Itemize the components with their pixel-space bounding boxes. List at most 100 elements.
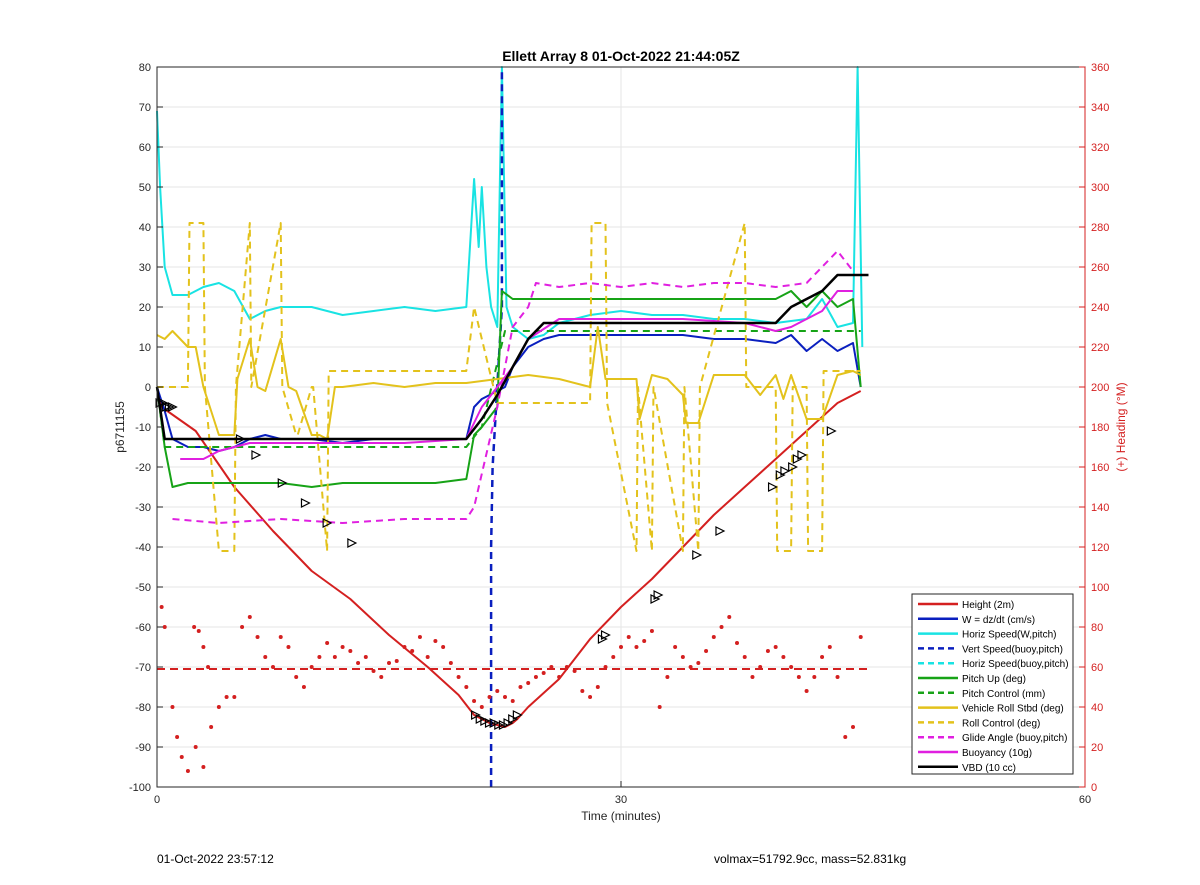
heading-point: [162, 625, 167, 629]
heading-point: [286, 645, 291, 649]
footer-summary: volmax=51792.9cc, mass=52.831kg: [714, 852, 907, 866]
heading-point: [580, 689, 585, 693]
y-tick-label: 70: [139, 102, 151, 114]
trajectory-marker: [653, 590, 664, 600]
y-tick-label: -90: [135, 742, 151, 754]
heading-point: [603, 665, 608, 669]
series-vehicle-roll-stbd-deg: [156, 326, 862, 440]
trajectory-marker: [788, 462, 799, 472]
y-tick-label: 50: [139, 182, 151, 194]
y-tick-label: 10: [139, 342, 151, 354]
heading-point: [340, 645, 345, 649]
heading-point: [170, 705, 175, 709]
trajectory-marker: [792, 454, 803, 464]
footer-timestamp: 01-Oct-2022 23:57:12: [157, 852, 274, 866]
legend-label: VBD (10 cc): [962, 763, 1016, 774]
axes: -100-90-80-70-60-50-40-30-20-10010203040…: [129, 62, 1109, 806]
trajectory-marker: [797, 450, 808, 460]
heading-point: [379, 675, 384, 679]
heading-point: [510, 699, 515, 703]
heading-point: [758, 665, 763, 669]
y-tick-label: -60: [135, 622, 151, 634]
y2-tick-label: 320: [1091, 142, 1109, 154]
heading-point: [688, 665, 693, 669]
x-tick-label: 30: [615, 794, 627, 806]
heading-point: [549, 665, 554, 669]
heading-point: [179, 755, 184, 759]
series-horiz-speed-w-pitch: [156, 66, 864, 348]
y2-tick-label: 200: [1091, 382, 1109, 394]
heading-point: [209, 725, 214, 729]
heading-point: [526, 681, 531, 685]
x-tick-label: 0: [154, 794, 160, 806]
y2-tick-label: 80: [1091, 622, 1103, 634]
heading-point: [843, 735, 848, 739]
heading-point: [858, 635, 863, 639]
legend-label: Roll Control (deg): [962, 718, 1040, 729]
heading-point: [812, 675, 817, 679]
heading-point: [611, 655, 616, 659]
y2-tick-label: 300: [1091, 182, 1109, 194]
y2-tick-label: 20: [1091, 742, 1103, 754]
y2-tick-label: 140: [1091, 502, 1109, 514]
heading-point: [727, 615, 732, 619]
heading-point: [619, 645, 623, 649]
heading-point: [789, 665, 794, 669]
heading-point: [175, 735, 180, 739]
trajectory-marker: [475, 714, 486, 724]
heading-point: [533, 675, 538, 679]
series-lines: [155, 66, 869, 787]
heading-point: [472, 699, 477, 703]
heading-point: [595, 685, 600, 689]
legend-label: W = dz/dt (cm/s): [962, 615, 1035, 626]
heading-point: [464, 685, 469, 689]
heading-point: [564, 665, 569, 669]
y2-tick-label: 120: [1091, 542, 1109, 554]
y-tick-label: -40: [135, 542, 151, 554]
y-tick-label: -80: [135, 702, 151, 714]
heading-point: [711, 635, 716, 639]
legend-label: Vert Speed(buoy,pitch): [962, 644, 1063, 655]
trajectory-markers: [155, 398, 837, 730]
y2-tick-label: 0: [1091, 782, 1097, 794]
heading-point: [735, 641, 739, 645]
legend-label: Horiz Speed(W,pitch): [962, 630, 1056, 641]
heading-point: [348, 649, 353, 653]
heading-point: [588, 695, 593, 699]
trajectory-marker: [597, 634, 608, 644]
heading-point: [634, 645, 639, 649]
series-vbd-10-cc: [155, 273, 869, 441]
heading-point: [332, 655, 337, 659]
heading-point: [255, 635, 260, 639]
heading-point: [263, 655, 268, 659]
heading-point: [402, 645, 407, 649]
heading-point: [696, 661, 701, 665]
y2-tick-label: 280: [1091, 222, 1109, 234]
heading-point: [410, 649, 415, 653]
trajectory-marker: [650, 594, 661, 604]
trajectory-marker: [512, 710, 523, 720]
y2-tick-label: 160: [1091, 462, 1109, 474]
y-tick-label: 80: [139, 62, 151, 74]
trajectory-marker: [161, 402, 172, 412]
trajectory-marker: [480, 716, 491, 726]
series-pitch-control-mm: [156, 330, 861, 448]
heading-point: [201, 765, 206, 769]
heading-point: [456, 675, 461, 679]
heading-point: [657, 705, 662, 709]
heading-point: [827, 645, 832, 649]
heading-point: [356, 661, 361, 665]
heading-point: [216, 705, 221, 709]
heading-point: [742, 655, 747, 659]
heading-point: [317, 655, 322, 659]
series-glide-angle-buoy-pitch: [172, 250, 854, 524]
heading-point: [433, 639, 438, 643]
heading-point: [232, 695, 237, 699]
heading-point: [479, 705, 484, 709]
heading-point: [441, 645, 446, 649]
y-tick-label: 20: [139, 302, 151, 314]
y-tick-label: -30: [135, 502, 151, 514]
y-tick-label: 60: [139, 142, 151, 154]
trajectory-marker: [251, 450, 262, 460]
heading-point: [325, 641, 330, 645]
